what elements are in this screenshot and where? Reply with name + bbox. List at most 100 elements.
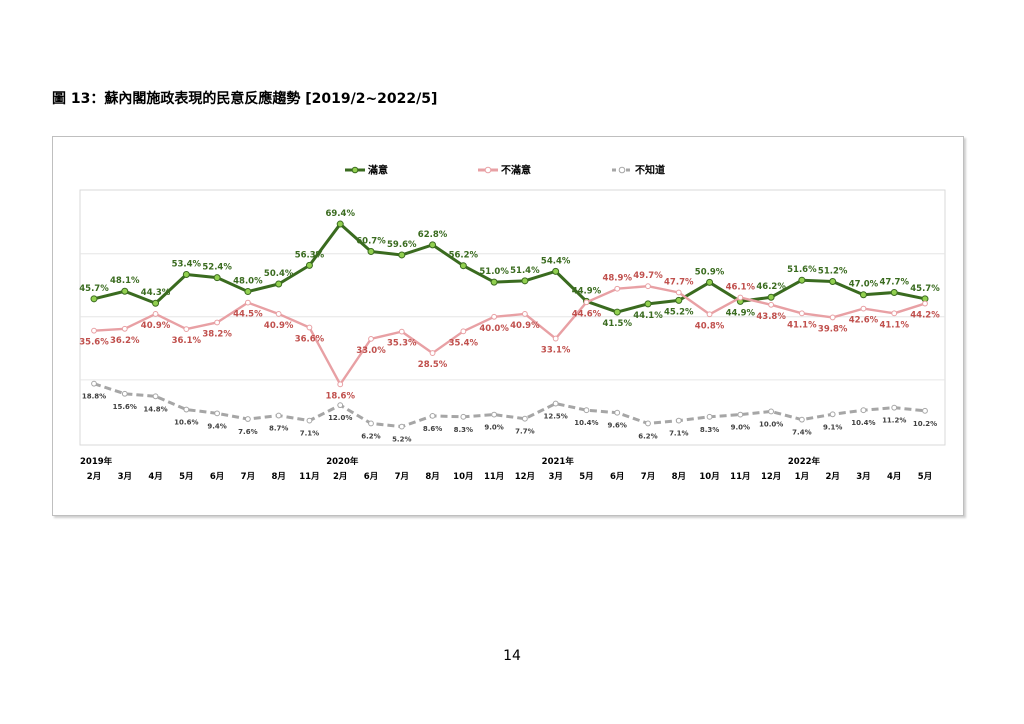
data-point bbox=[891, 310, 898, 317]
data-point bbox=[675, 296, 683, 304]
data-label: 10.2% bbox=[913, 420, 937, 428]
data-point bbox=[922, 300, 928, 307]
data-label: 44.9% bbox=[572, 286, 602, 296]
data-point bbox=[768, 301, 775, 308]
x-tick-label: 11月 bbox=[730, 472, 750, 482]
data-label: 41.1% bbox=[787, 320, 817, 330]
legend-entry-label: 不知道 bbox=[635, 164, 665, 177]
x-tick-label: 8月 bbox=[271, 472, 285, 482]
data-label: 35.3% bbox=[387, 339, 417, 349]
data-point bbox=[306, 324, 313, 331]
data-label: 50.9% bbox=[695, 267, 725, 277]
data-point bbox=[645, 283, 651, 290]
data-point bbox=[214, 319, 221, 326]
data-label: 41.1% bbox=[879, 320, 909, 330]
data-label: 36.6% bbox=[295, 335, 325, 345]
data-label: 54.4% bbox=[541, 256, 571, 266]
data-label: 10.6% bbox=[174, 419, 198, 427]
data-point bbox=[152, 311, 159, 317]
data-label: 50.4% bbox=[264, 269, 294, 279]
x-tick-label: 7月 bbox=[241, 472, 255, 482]
data-point bbox=[491, 411, 498, 418]
data-point bbox=[182, 271, 190, 279]
x-tick-label: 12月 bbox=[761, 472, 781, 482]
data-point bbox=[521, 277, 529, 285]
data-label: 43.8% bbox=[756, 312, 786, 322]
data-point bbox=[337, 381, 344, 388]
data-label: 11.2% bbox=[882, 417, 906, 425]
series-line-1 bbox=[93, 284, 926, 386]
data-point bbox=[829, 277, 837, 285]
data-label: 47.7% bbox=[664, 278, 694, 288]
data-point bbox=[829, 411, 836, 418]
data-point bbox=[859, 291, 867, 299]
data-label: 47.0% bbox=[849, 280, 879, 290]
data-label: 41.5% bbox=[602, 319, 632, 329]
x-year-label: 2020年 bbox=[326, 456, 359, 467]
data-label: 18.6% bbox=[325, 391, 355, 401]
data-label: 69.4% bbox=[325, 209, 355, 219]
data-label: 7.1% bbox=[300, 430, 319, 438]
data-label: 9.0% bbox=[484, 424, 503, 432]
x-year-label: 2021年 bbox=[542, 456, 575, 467]
data-label: 5.2% bbox=[392, 436, 411, 444]
x-tick-label: 10月 bbox=[453, 472, 473, 482]
data-label: 12.5% bbox=[544, 413, 568, 421]
x-tick-label: 8月 bbox=[672, 472, 686, 482]
data-point bbox=[429, 350, 436, 356]
data-label: 10.4% bbox=[851, 419, 875, 427]
data-label: 56.3% bbox=[295, 250, 325, 260]
data-point bbox=[768, 408, 775, 415]
data-label: 36.1% bbox=[172, 336, 202, 346]
data-point bbox=[460, 328, 467, 335]
data-label: 6.2% bbox=[638, 432, 657, 440]
data-point bbox=[368, 335, 374, 342]
page-number: 14 bbox=[503, 648, 521, 664]
legend-entry-label: 滿意 bbox=[368, 164, 388, 177]
data-label: 39.8% bbox=[818, 324, 848, 334]
data-label: 9.1% bbox=[823, 423, 842, 431]
x-tick-label: 3月 bbox=[856, 472, 870, 482]
data-point bbox=[152, 393, 159, 400]
data-label: 52.4% bbox=[202, 263, 232, 273]
data-label: 8.7% bbox=[269, 425, 288, 433]
x-tick-label: 3月 bbox=[548, 472, 562, 482]
figure-title: 圖 13：蘇內閣施政表現的民意反應趨勢 [2019/2~2022/5] bbox=[52, 91, 438, 107]
data-label: 53.4% bbox=[172, 260, 202, 270]
data-point bbox=[429, 241, 437, 249]
data-point bbox=[183, 326, 190, 333]
data-point bbox=[706, 413, 713, 420]
data-point bbox=[891, 404, 898, 411]
data-label: 8.6% bbox=[423, 425, 442, 433]
data-label: 9.4% bbox=[207, 422, 226, 430]
plot-area-border bbox=[79, 189, 946, 446]
data-point bbox=[860, 305, 867, 312]
data-point bbox=[644, 300, 652, 308]
data-point bbox=[121, 325, 128, 332]
data-label: 59.6% bbox=[387, 240, 417, 250]
data-label: 6.2% bbox=[361, 432, 380, 440]
series-line-0 bbox=[93, 222, 926, 314]
x-tick-label: 7月 bbox=[641, 472, 655, 482]
data-point bbox=[459, 262, 467, 270]
x-tick-label: 7月 bbox=[395, 472, 409, 482]
series-line-2 bbox=[93, 382, 926, 429]
data-label: 51.6% bbox=[787, 265, 817, 275]
data-labels: 45.7%48.1%44.3%53.4% 52.4%48.0%50.4%56.3%… bbox=[79, 209, 940, 444]
data-label: 36.2% bbox=[110, 336, 140, 346]
data-point bbox=[798, 276, 806, 284]
x-tick-label: 2月 bbox=[825, 472, 839, 482]
data-point bbox=[91, 327, 97, 334]
data-point bbox=[214, 410, 221, 417]
x-tick-label: 2月 bbox=[333, 472, 347, 482]
data-point bbox=[706, 311, 713, 318]
data-label: 51.2% bbox=[818, 266, 848, 276]
data-point bbox=[337, 402, 344, 409]
legend-swatch-marker bbox=[351, 166, 359, 174]
data-point bbox=[490, 278, 498, 286]
data-point bbox=[244, 416, 251, 422]
data-point bbox=[244, 299, 251, 306]
legend-swatch-marker bbox=[618, 166, 626, 174]
data-point bbox=[614, 409, 621, 416]
